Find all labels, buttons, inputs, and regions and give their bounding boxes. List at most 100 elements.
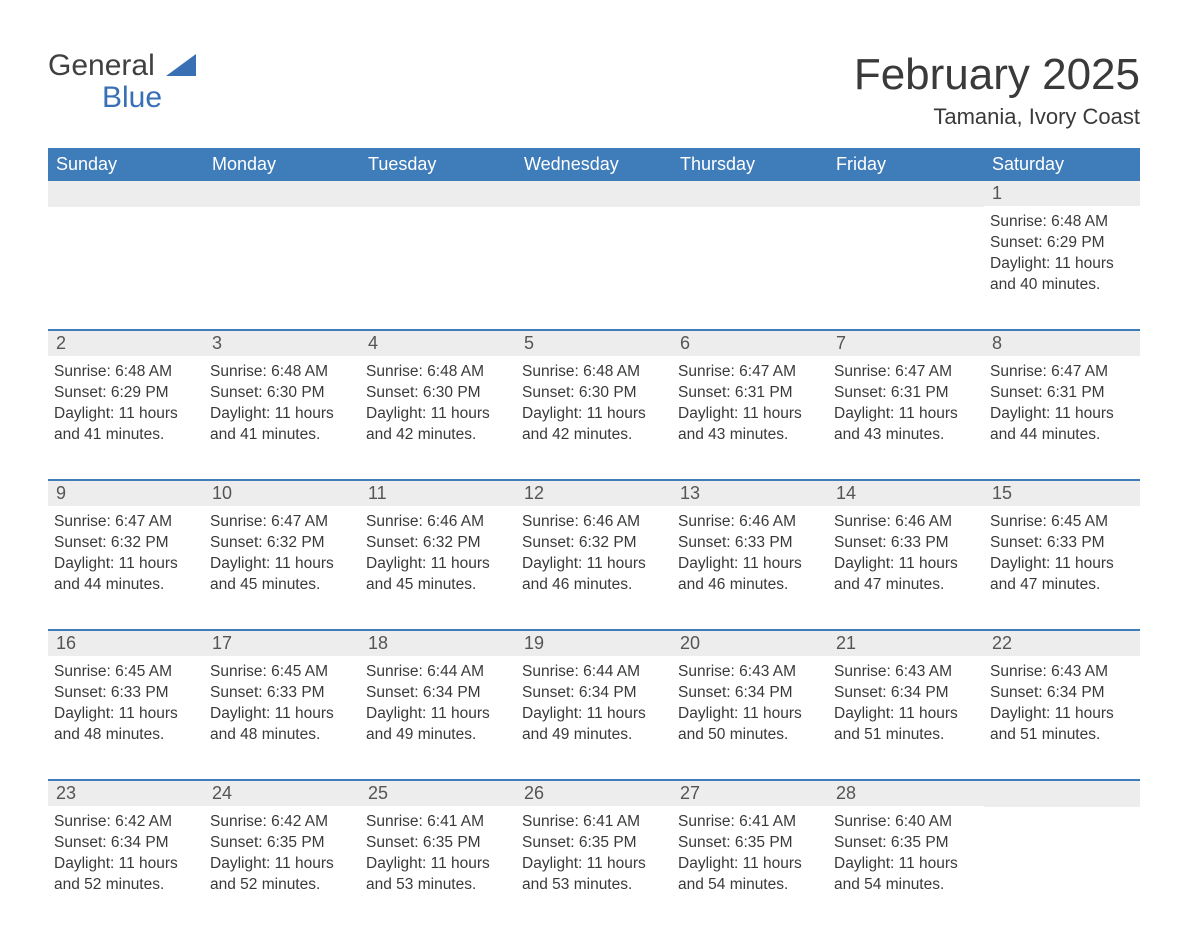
sunrise-line: Sunrise: 6:43 AM xyxy=(834,662,976,683)
day-cell: 27Sunrise: 6:41 AMSunset: 6:35 PMDayligh… xyxy=(672,781,828,901)
day-number: 26 xyxy=(516,781,672,806)
day-cell: 3Sunrise: 6:48 AMSunset: 6:30 PMDaylight… xyxy=(204,331,360,451)
day-cell: 16Sunrise: 6:45 AMSunset: 6:33 PMDayligh… xyxy=(48,631,204,751)
sunrise-line: Sunrise: 6:43 AM xyxy=(678,662,820,683)
weekday-label: Tuesday xyxy=(360,148,516,181)
sunrise-line: Sunrise: 6:47 AM xyxy=(54,512,196,533)
week-row: 23Sunrise: 6:42 AMSunset: 6:34 PMDayligh… xyxy=(48,779,1140,901)
day-data: Sunrise: 6:43 AMSunset: 6:34 PMDaylight:… xyxy=(984,656,1140,750)
sunrise-line: Sunrise: 6:41 AM xyxy=(366,812,508,833)
day-number: 1 xyxy=(984,181,1140,206)
sunset-line: Sunset: 6:34 PM xyxy=(990,683,1132,704)
day-data: Sunrise: 6:48 AMSunset: 6:30 PMDaylight:… xyxy=(360,356,516,450)
sunset-line: Sunset: 6:30 PM xyxy=(522,383,664,404)
day-data: Sunrise: 6:48 AMSunset: 6:30 PMDaylight:… xyxy=(204,356,360,450)
day-number: 8 xyxy=(984,331,1140,356)
day-data: Sunrise: 6:47 AMSunset: 6:31 PMDaylight:… xyxy=(984,356,1140,450)
sunset-line: Sunset: 6:33 PM xyxy=(990,533,1132,554)
sunset-line: Sunset: 6:35 PM xyxy=(522,833,664,854)
sunrise-line: Sunrise: 6:47 AM xyxy=(210,512,352,533)
day-cell: 7Sunrise: 6:47 AMSunset: 6:31 PMDaylight… xyxy=(828,331,984,451)
logo-text: General Blue xyxy=(48,50,162,113)
day-cell: 28Sunrise: 6:40 AMSunset: 6:35 PMDayligh… xyxy=(828,781,984,901)
sunset-line: Sunset: 6:33 PM xyxy=(678,533,820,554)
daylight-line: Daylight: 11 hours and 44 minutes. xyxy=(54,554,196,596)
day-number: 11 xyxy=(360,481,516,506)
day-cell: 6Sunrise: 6:47 AMSunset: 6:31 PMDaylight… xyxy=(672,331,828,451)
sunrise-line: Sunrise: 6:41 AM xyxy=(678,812,820,833)
daylight-line: Daylight: 11 hours and 54 minutes. xyxy=(834,854,976,896)
day-number-bar xyxy=(516,181,672,207)
logo-word1: General xyxy=(48,49,155,82)
calendar-weeks: 1Sunrise: 6:48 AMSunset: 6:29 PMDaylight… xyxy=(48,181,1140,901)
sunrise-line: Sunrise: 6:45 AM xyxy=(210,662,352,683)
day-data: Sunrise: 6:47 AMSunset: 6:31 PMDaylight:… xyxy=(672,356,828,450)
day-cell: 15Sunrise: 6:45 AMSunset: 6:33 PMDayligh… xyxy=(984,481,1140,601)
week-row: 2Sunrise: 6:48 AMSunset: 6:29 PMDaylight… xyxy=(48,329,1140,451)
sunset-line: Sunset: 6:32 PM xyxy=(366,533,508,554)
title-block: February 2025 Tamania, Ivory Coast xyxy=(854,50,1140,130)
daylight-line: Daylight: 11 hours and 42 minutes. xyxy=(366,404,508,446)
day-data: Sunrise: 6:47 AMSunset: 6:31 PMDaylight:… xyxy=(828,356,984,450)
day-cell: 1Sunrise: 6:48 AMSunset: 6:29 PMDaylight… xyxy=(984,181,1140,301)
calendar: SundayMondayTuesdayWednesdayThursdayFrid… xyxy=(48,148,1140,901)
weekday-label: Wednesday xyxy=(516,148,672,181)
sunset-line: Sunset: 6:32 PM xyxy=(522,533,664,554)
day-number: 7 xyxy=(828,331,984,356)
daylight-line: Daylight: 11 hours and 52 minutes. xyxy=(54,854,196,896)
weekday-label: Monday xyxy=(204,148,360,181)
sunset-line: Sunset: 6:34 PM xyxy=(522,683,664,704)
sunset-line: Sunset: 6:30 PM xyxy=(210,383,352,404)
day-data: Sunrise: 6:46 AMSunset: 6:32 PMDaylight:… xyxy=(516,506,672,600)
sunrise-line: Sunrise: 6:43 AM xyxy=(990,662,1132,683)
day-number: 10 xyxy=(204,481,360,506)
sunset-line: Sunset: 6:33 PM xyxy=(54,683,196,704)
day-cell: 19Sunrise: 6:44 AMSunset: 6:34 PMDayligh… xyxy=(516,631,672,751)
day-number: 15 xyxy=(984,481,1140,506)
day-cell xyxy=(984,781,1140,901)
day-data: Sunrise: 6:48 AMSunset: 6:30 PMDaylight:… xyxy=(516,356,672,450)
sunrise-line: Sunrise: 6:46 AM xyxy=(678,512,820,533)
daylight-line: Daylight: 11 hours and 47 minutes. xyxy=(834,554,976,596)
day-number: 27 xyxy=(672,781,828,806)
sunset-line: Sunset: 6:32 PM xyxy=(54,533,196,554)
sunrise-line: Sunrise: 6:42 AM xyxy=(54,812,196,833)
day-data: Sunrise: 6:45 AMSunset: 6:33 PMDaylight:… xyxy=(48,656,204,750)
day-number: 28 xyxy=(828,781,984,806)
day-data: Sunrise: 6:44 AMSunset: 6:34 PMDaylight:… xyxy=(360,656,516,750)
day-data: Sunrise: 6:46 AMSunset: 6:32 PMDaylight:… xyxy=(360,506,516,600)
day-data: Sunrise: 6:45 AMSunset: 6:33 PMDaylight:… xyxy=(984,506,1140,600)
sunset-line: Sunset: 6:35 PM xyxy=(210,833,352,854)
logo-word2: Blue xyxy=(48,81,162,114)
sunrise-line: Sunrise: 6:42 AM xyxy=(210,812,352,833)
sunset-line: Sunset: 6:35 PM xyxy=(678,833,820,854)
day-data: Sunrise: 6:41 AMSunset: 6:35 PMDaylight:… xyxy=(672,806,828,900)
day-number-bar xyxy=(360,181,516,207)
day-number: 3 xyxy=(204,331,360,356)
day-data: Sunrise: 6:40 AMSunset: 6:35 PMDaylight:… xyxy=(828,806,984,900)
day-number: 19 xyxy=(516,631,672,656)
header-block: General Blue February 2025 Tamania, Ivor… xyxy=(48,50,1140,130)
daylight-line: Daylight: 11 hours and 49 minutes. xyxy=(522,704,664,746)
daylight-line: Daylight: 11 hours and 48 minutes. xyxy=(210,704,352,746)
day-cell: 8Sunrise: 6:47 AMSunset: 6:31 PMDaylight… xyxy=(984,331,1140,451)
day-cell: 22Sunrise: 6:43 AMSunset: 6:34 PMDayligh… xyxy=(984,631,1140,751)
day-data: Sunrise: 6:48 AMSunset: 6:29 PMDaylight:… xyxy=(984,206,1140,300)
daylight-line: Daylight: 11 hours and 49 minutes. xyxy=(366,704,508,746)
daylight-line: Daylight: 11 hours and 54 minutes. xyxy=(678,854,820,896)
sunrise-line: Sunrise: 6:48 AM xyxy=(522,362,664,383)
sunset-line: Sunset: 6:30 PM xyxy=(366,383,508,404)
day-data: Sunrise: 6:47 AMSunset: 6:32 PMDaylight:… xyxy=(204,506,360,600)
day-number-bar xyxy=(828,181,984,207)
day-number-bar xyxy=(48,181,204,207)
week-row: 1Sunrise: 6:48 AMSunset: 6:29 PMDaylight… xyxy=(48,181,1140,301)
day-number: 16 xyxy=(48,631,204,656)
day-cell: 24Sunrise: 6:42 AMSunset: 6:35 PMDayligh… xyxy=(204,781,360,901)
day-cell xyxy=(204,181,360,301)
sunset-line: Sunset: 6:33 PM xyxy=(834,533,976,554)
sunset-line: Sunset: 6:31 PM xyxy=(834,383,976,404)
day-data: Sunrise: 6:42 AMSunset: 6:35 PMDaylight:… xyxy=(204,806,360,900)
day-number: 14 xyxy=(828,481,984,506)
sunrise-line: Sunrise: 6:40 AM xyxy=(834,812,976,833)
day-number: 25 xyxy=(360,781,516,806)
